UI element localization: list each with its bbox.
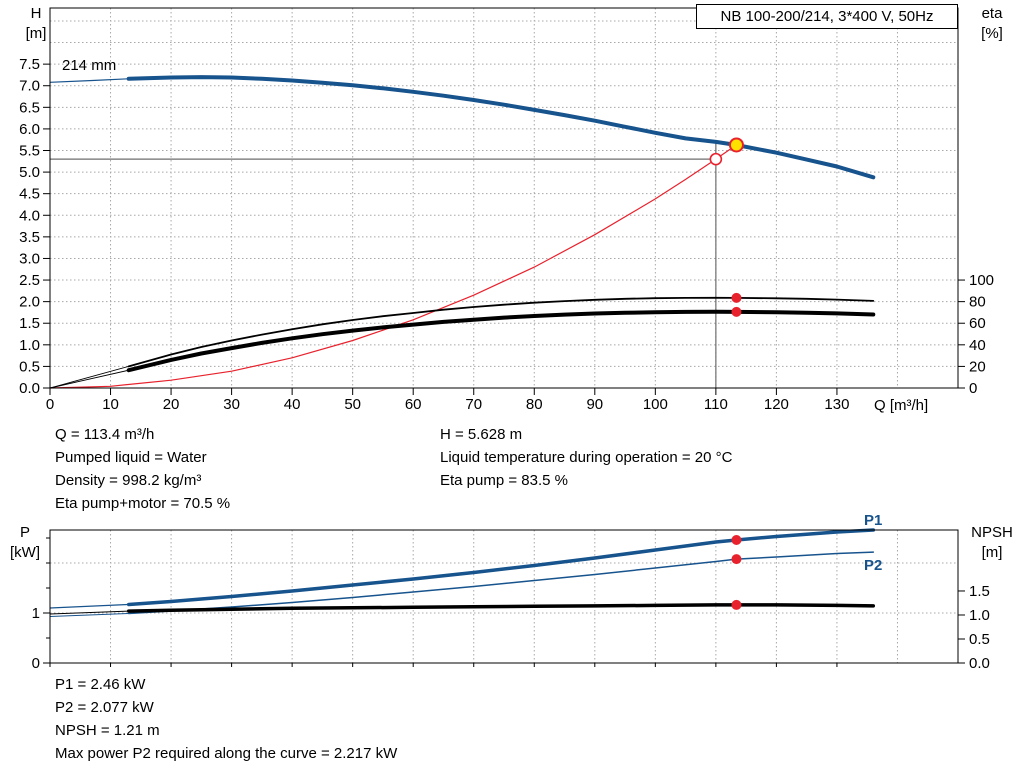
- tick-label: 3.0: [19, 250, 40, 267]
- tick-label: 3.5: [19, 229, 40, 246]
- p1-curve-lead: [49, 603, 129, 609]
- p-axis-label: P [kW]: [2, 523, 48, 563]
- p1-duty-dot: [731, 535, 742, 545]
- tick-label: 1.5: [969, 583, 990, 600]
- duty-flow-text: Q = 113.4 m³/h: [55, 426, 155, 443]
- duty-head-text: H = 5.628 m: [440, 426, 523, 443]
- system-curve: [49, 144, 737, 389]
- tick-label: 110: [704, 396, 728, 413]
- tick-label: 80: [526, 396, 543, 413]
- tick-label: 40: [969, 337, 986, 354]
- p1-text: P1 = 2.46 kW: [55, 676, 146, 693]
- tick-label: 1.0: [969, 607, 990, 624]
- tick-label: 0.5: [969, 631, 990, 648]
- tick-label: 0.5: [19, 358, 40, 375]
- npsh-axis-unit: [m]: [981, 544, 1003, 561]
- h-axis-label: H [m]: [16, 4, 56, 44]
- duty-info-right: H = 5.628 m Liquid temperature during op…: [440, 423, 732, 492]
- p1-curve: [126, 528, 876, 607]
- tick-label: 20: [163, 396, 180, 413]
- npsh-text: NPSH = 1.21 m: [55, 722, 160, 739]
- p2-curve-lead: [49, 613, 129, 617]
- eta-pump-motor-duty-dot: [731, 306, 742, 317]
- pumped-liquid-text: Pumped liquid = Water: [55, 449, 207, 466]
- q-axis-label: Q [m³/h]: [874, 397, 929, 414]
- tick-label: 90: [586, 396, 603, 413]
- eta-pump-duty-dot: [731, 292, 742, 303]
- plot-frame: [49, 529, 959, 664]
- pump-designation-box: NB 100-200/214, 3*400 V, 50Hz: [696, 4, 958, 29]
- tick-label: 6.5: [19, 99, 40, 116]
- requested-duty-point: [709, 152, 723, 166]
- actual-duty-point: [728, 137, 744, 153]
- tick-label: 5.5: [19, 143, 40, 160]
- tick-label: 7.0: [19, 78, 40, 95]
- tick-label: 6.0: [19, 121, 40, 138]
- eta-pump-motor-text: Eta pump+motor = 70.5 %: [55, 495, 231, 512]
- p2-text: P2 = 2.077 kW: [55, 699, 154, 716]
- eta-pump-motor-curve-lead: [49, 369, 129, 389]
- tick-label: 0: [969, 380, 977, 397]
- tick-label: 1.5: [19, 315, 40, 332]
- tick-label: 0.0: [969, 655, 990, 672]
- eta-pump-curve-lead: [49, 365, 129, 389]
- tick-label: 50: [344, 396, 361, 413]
- head-curve-214mm-lead: [49, 78, 129, 83]
- eta-pump-motor-curve: [126, 309, 876, 373]
- tick-label: 40: [284, 396, 301, 413]
- max-power-text: Max power P2 required along the curve = …: [55, 745, 398, 762]
- density-text: Density = 998.2 kg/m³: [55, 472, 202, 489]
- impeller-diameter-label: 214 mm: [62, 57, 117, 74]
- npsh-axis-label: NPSH [m]: [962, 523, 1022, 563]
- p2-curve: [127, 551, 875, 615]
- duty-info-left: Q = 113.4 m³/h Pumped liquid = Water Den…: [55, 423, 230, 515]
- eta-axis-symbol: eta: [981, 5, 1003, 22]
- npsh-curve-lead: [49, 610, 129, 615]
- p2-duty-dot: [731, 554, 742, 565]
- p-axis-unit: [kW]: [10, 544, 40, 561]
- tick-label: 4.5: [19, 186, 40, 203]
- tick-label: 4.0: [19, 207, 40, 224]
- tick-label: 100: [969, 272, 994, 289]
- tick-label: 120: [764, 396, 789, 413]
- npsh-axis-symbol: NPSH: [971, 524, 1013, 541]
- tick-label: 7.5: [19, 56, 40, 73]
- tick-label: 0: [46, 396, 54, 413]
- eta-axis-label: eta [%]: [966, 4, 1018, 44]
- h-axis-symbol: H: [30, 5, 42, 22]
- eta-pump-curve: [127, 296, 875, 368]
- p-axis-symbol: P: [19, 524, 30, 541]
- p1-curve-label: P1: [864, 512, 883, 529]
- tick-label: 20: [969, 358, 986, 375]
- p2-curve-label: P2: [864, 557, 883, 574]
- tick-label: 70: [465, 396, 482, 413]
- tick-label: 130: [824, 396, 849, 413]
- npsh-curve: [126, 603, 876, 613]
- tick-label: 1.0: [19, 337, 40, 354]
- tick-label: 5.0: [19, 164, 40, 181]
- tick-label: 1: [32, 605, 40, 622]
- tick-label: 60: [405, 396, 422, 413]
- power-npsh-chart: 0 1 0.0 0.5 1.0 1.5: [32, 528, 990, 672]
- tick-label: 30: [223, 396, 240, 413]
- tick-label: 2.5: [19, 272, 40, 289]
- h-axis-unit: [m]: [25, 25, 47, 42]
- tick-label: 10: [102, 396, 119, 413]
- plot-frame: [49, 7, 959, 389]
- tick-label: 0.0: [19, 380, 40, 397]
- eta-pump-text: Eta pump = 83.5 %: [440, 472, 568, 489]
- tick-label: 100: [643, 396, 668, 413]
- npsh-duty-dot: [731, 599, 742, 610]
- head-curve-214mm: [126, 75, 876, 180]
- liquid-temperature-text: Liquid temperature during operation = 20…: [440, 449, 733, 466]
- tick-label: 80: [969, 294, 986, 311]
- tick-label: 0: [32, 655, 40, 672]
- tick-label: 60: [969, 315, 986, 332]
- qh-eta-chart: 0 10 20 30 40 50 60 70 80 90 100 110 120 130 0.0 0.5 1.0…: [19, 7, 994, 413]
- power-info: P1 = 2.46 kW P2 = 2.077 kW NPSH = 1.21 m…: [55, 673, 397, 765]
- tick-label: 2.0: [19, 294, 40, 311]
- eta-axis-unit: [%]: [981, 25, 1003, 42]
